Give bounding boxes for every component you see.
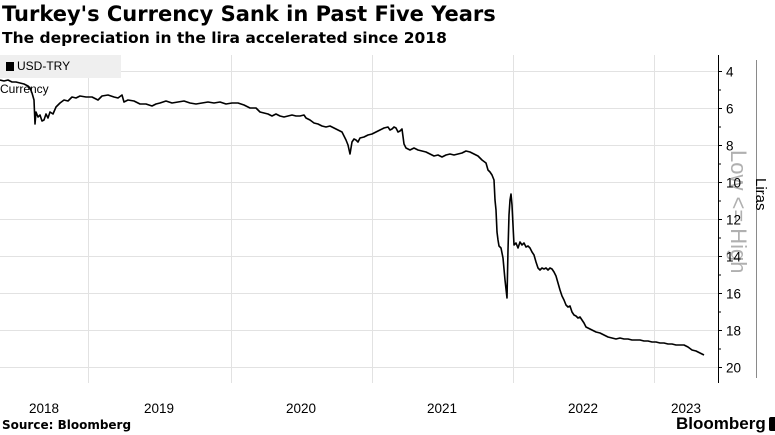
x-tick-2021: 2021 xyxy=(427,401,457,416)
svg-text:Low <= High: Low <= High xyxy=(726,150,751,274)
y-tick-18: 18 xyxy=(726,324,741,339)
y-tick-12: 12 xyxy=(726,213,741,228)
y-tick-6: 6 xyxy=(726,102,734,117)
x-tick-2020: 2020 xyxy=(286,401,316,416)
horizontal-gridlines xyxy=(0,71,718,368)
y-tick-4: 4 xyxy=(726,65,734,80)
bloomberg-chart-icon xyxy=(768,417,775,431)
brand-logo: Bloomberg xyxy=(676,414,775,434)
y-axis xyxy=(718,55,722,383)
y-axis-label: Liras xyxy=(752,178,769,211)
x-tick-2019: 2019 xyxy=(144,401,174,416)
legend-label: USD-TRY Currency xyxy=(0,59,70,96)
x-tick-labels: 2018 2019 2020 2021 2022 2023 xyxy=(29,401,701,416)
x-tick-2018: 2018 xyxy=(29,401,59,416)
brand-name: Bloomberg xyxy=(676,414,766,433)
y-tick-8: 8 xyxy=(726,139,734,154)
x-tick-2022: 2022 xyxy=(568,401,598,416)
y-tick-14: 14 xyxy=(726,250,742,265)
legend: USD-TRY Currency xyxy=(0,55,121,96)
y-tick-10: 10 xyxy=(726,176,741,191)
y-tick-20: 20 xyxy=(726,361,741,376)
y-tick-16: 16 xyxy=(726,287,741,302)
chart-subtitle: The depreciation in the lira accelerated… xyxy=(2,29,447,47)
inverted-axis-indicator: Low <= High xyxy=(726,150,751,274)
chart-title: Turkey's Currency Sank in Past Five Year… xyxy=(2,2,496,26)
legend-swatch-icon xyxy=(6,62,14,71)
vertical-gridlines xyxy=(88,55,655,383)
usd-try-line xyxy=(0,79,705,356)
source-note: Source: Bloomberg xyxy=(2,418,132,432)
x-tick-2023: 2023 xyxy=(671,401,701,416)
y-tick-labels: 4 6 8 10 12 14 16 18 20 xyxy=(726,65,742,376)
